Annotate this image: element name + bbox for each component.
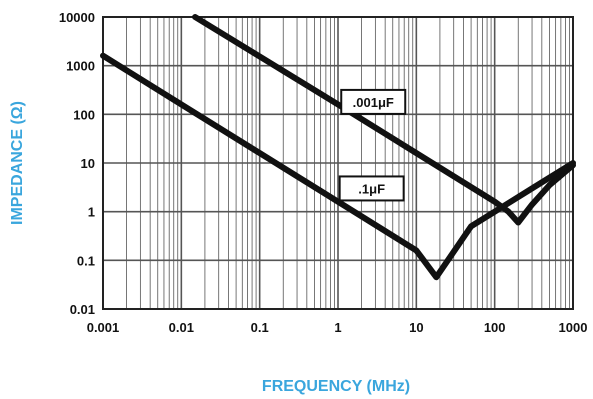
series-lines: [100, 14, 576, 281]
y-axis-title: IMPEDANCE (Ω): [9, 101, 26, 225]
annotation-label: .1μF: [358, 181, 385, 196]
annotations: .001μF .1μF: [338, 88, 407, 202]
tick-labels: 0.001 0.01 0.1 1 10 100 1000 0.01 0.1 1 10 100 1000 1…: [59, 10, 588, 335]
x-tick-label: 1000: [559, 320, 588, 335]
annotation-box: [338, 175, 405, 202]
y-tick-label: 10: [81, 156, 95, 171]
annotation-box: [340, 88, 407, 115]
x-tick-label: 10: [409, 320, 423, 335]
y-tick-label: 1000: [66, 59, 95, 74]
y-tick-label: 1: [88, 205, 95, 220]
x-tick-label: 0.01: [169, 320, 194, 335]
x-tick-label: 100: [484, 320, 506, 335]
grid: [102, 16, 574, 310]
y-tick-label: 0.1: [77, 253, 95, 268]
y-tick-label: 100: [73, 107, 95, 122]
series-line: [100, 52, 576, 281]
series-line: [192, 14, 576, 226]
x-tick-label: 0.1: [251, 320, 269, 335]
x-tick-label: 0.001: [87, 320, 120, 335]
y-tick-label: 0.01: [70, 302, 95, 317]
annotation-label: .001μF: [353, 95, 394, 110]
x-axis-title: FREQUENCY (MHz): [262, 378, 410, 395]
x-tick-label: 1: [334, 320, 341, 335]
y-tick-label: 10000: [59, 10, 95, 25]
